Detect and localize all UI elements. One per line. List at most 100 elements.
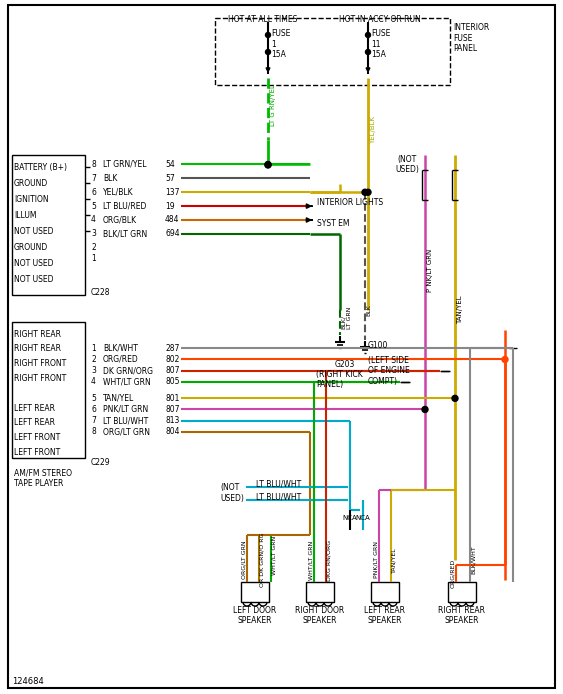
Circle shape — [266, 49, 270, 55]
Text: BLK/
LT GRN: BLK/ LT GRN — [341, 307, 352, 329]
Text: 7: 7 — [91, 174, 96, 183]
Text: LEFT REAR
SPEAKER: LEFT REAR SPEAKER — [364, 606, 405, 625]
Text: 801: 801 — [165, 394, 180, 403]
Text: P NK/LT GRN: P NK/LT GRN — [427, 248, 433, 291]
Text: 805: 805 — [165, 378, 180, 386]
Text: INTERIOR LIGHTS: INTERIOR LIGHTS — [317, 198, 383, 207]
Text: FUSE
11
15A: FUSE 11 15A — [371, 29, 390, 59]
Text: (NOT
USED): (NOT USED) — [220, 483, 244, 502]
Text: 4: 4 — [91, 216, 96, 224]
Text: HOT AT ALL TIMES: HOT AT ALL TIMES — [229, 15, 298, 24]
Text: ORG/LT GRN: ORG/LT GRN — [103, 428, 150, 436]
Text: 2: 2 — [91, 244, 96, 252]
Text: RIGHT REAR: RIGHT REAR — [14, 344, 61, 353]
Text: 813: 813 — [165, 416, 180, 425]
Text: 807: 807 — [165, 366, 180, 375]
Text: RIGHT REAR: RIGHT REAR — [14, 330, 61, 339]
Text: LEFT REAR: LEFT REAR — [14, 418, 55, 428]
Text: GROUND: GROUND — [14, 242, 48, 251]
Text: BLK: BLK — [366, 304, 371, 316]
Text: 802: 802 — [165, 355, 180, 364]
Circle shape — [362, 189, 368, 195]
Text: ILLUM: ILLUM — [14, 210, 37, 219]
Text: LT BLU/WHT: LT BLU/WHT — [256, 493, 301, 502]
Text: 1: 1 — [91, 254, 96, 262]
Text: 6: 6 — [91, 405, 96, 414]
Circle shape — [365, 189, 371, 195]
Text: 3: 3 — [91, 230, 96, 238]
Text: RIGHT FRONT: RIGHT FRONT — [14, 374, 66, 383]
Circle shape — [502, 357, 508, 362]
Text: TAN/YEL: TAN/YEL — [103, 394, 134, 403]
Text: 8: 8 — [91, 428, 96, 436]
Text: WHT/LT GRN: WHT/LT GRN — [271, 535, 276, 575]
Circle shape — [365, 49, 370, 55]
Text: RIGHT DOOR
SPEAKER: RIGHT DOOR SPEAKER — [296, 606, 345, 625]
Text: LT BLU/WHT: LT BLU/WHT — [256, 480, 301, 489]
Text: 6: 6 — [91, 188, 96, 196]
Text: YEL/BLK: YEL/BLK — [370, 116, 376, 144]
Text: 484: 484 — [165, 216, 180, 224]
Text: 694: 694 — [165, 230, 180, 238]
Text: TAN/YEL: TAN/YEL — [457, 296, 463, 324]
Text: 124684: 124684 — [12, 677, 44, 686]
Circle shape — [266, 33, 270, 37]
Text: BLK/WHT: BLK/WHT — [471, 545, 476, 575]
Text: BATTERY (B+): BATTERY (B+) — [14, 162, 67, 171]
Text: 54: 54 — [165, 160, 175, 169]
Text: GROUND: GROUND — [14, 178, 48, 187]
Text: 19: 19 — [165, 202, 175, 210]
Text: LT BLU/RED: LT BLU/RED — [103, 202, 146, 210]
Text: BLK: BLK — [103, 174, 117, 183]
Text: ORG/RED: ORG/RED — [450, 559, 455, 588]
Text: G203: G203 — [335, 360, 355, 369]
Text: FUSE
1
15A: FUSE 1 15A — [271, 29, 291, 59]
Text: LEFT FRONT: LEFT FRONT — [14, 448, 60, 457]
Text: ORG/BLK: ORG/BLK — [103, 216, 137, 224]
Text: (NOT
USED): (NOT USED) — [395, 155, 419, 174]
Text: LT G RN/YEL: LT G RN/YEL — [270, 84, 276, 126]
Text: AM/FM STEREO
TAPE PLAYER: AM/FM STEREO TAPE PLAYER — [14, 468, 72, 488]
Bar — [448, 582, 476, 602]
Text: ORG/LT GRN: ORG/LT GRN — [242, 541, 247, 579]
Text: NOT USED: NOT USED — [14, 226, 53, 235]
Bar — [215, 18, 450, 85]
Text: PNK/LT GRN: PNK/LT GRN — [373, 541, 378, 579]
Text: 5: 5 — [91, 394, 96, 403]
Text: ORG/RED: ORG/RED — [103, 355, 138, 364]
Text: C228: C228 — [91, 287, 110, 296]
Text: 3: 3 — [91, 366, 96, 375]
Circle shape — [422, 407, 428, 412]
Text: HOT IN ACCY OR RUN: HOT IN ACCY OR RUN — [339, 15, 421, 24]
Text: LT GRN/YEL: LT GRN/YEL — [103, 160, 146, 169]
Bar — [241, 582, 269, 602]
Text: IGNITION: IGNITION — [14, 194, 48, 203]
Text: C229: C229 — [91, 457, 110, 466]
Text: RIGHT REAR
SPEAKER: RIGHT REAR SPEAKER — [439, 606, 485, 625]
Text: 137: 137 — [165, 188, 180, 196]
Circle shape — [365, 33, 370, 37]
Text: 7: 7 — [91, 416, 96, 425]
Text: 804: 804 — [165, 428, 180, 436]
Text: TAN/YEL: TAN/YEL — [391, 547, 396, 573]
Circle shape — [265, 162, 271, 167]
Text: INTERIOR
FUSE
PANEL: INTERIOR FUSE PANEL — [453, 23, 489, 53]
Text: NCA: NCA — [356, 515, 370, 521]
Bar — [306, 582, 334, 602]
Text: LEFT DOOR
SPEAKER: LEFT DOOR SPEAKER — [234, 606, 276, 625]
Circle shape — [452, 396, 458, 401]
Text: 1: 1 — [91, 344, 96, 353]
Text: LEFT FRONT: LEFT FRONT — [14, 433, 60, 442]
Text: NOT USED: NOT USED — [14, 275, 53, 284]
Text: 807: 807 — [165, 405, 180, 414]
Text: LT BLU/WHT: LT BLU/WHT — [103, 416, 148, 425]
Bar — [12, 155, 85, 295]
Text: (RIGHT KICK
PANEL): (RIGHT KICK PANEL) — [316, 370, 363, 389]
Text: 8: 8 — [91, 160, 96, 169]
Text: SYST EM: SYST EM — [317, 219, 350, 228]
Text: 2: 2 — [91, 355, 96, 364]
Text: LEFT REAR: LEFT REAR — [14, 403, 55, 412]
Bar — [12, 322, 85, 458]
Text: (LEFT SIDE
OF ENGINE
COMPT): (LEFT SIDE OF ENGINE COMPT) — [368, 356, 410, 386]
Text: YEL/BLK: YEL/BLK — [103, 188, 133, 196]
